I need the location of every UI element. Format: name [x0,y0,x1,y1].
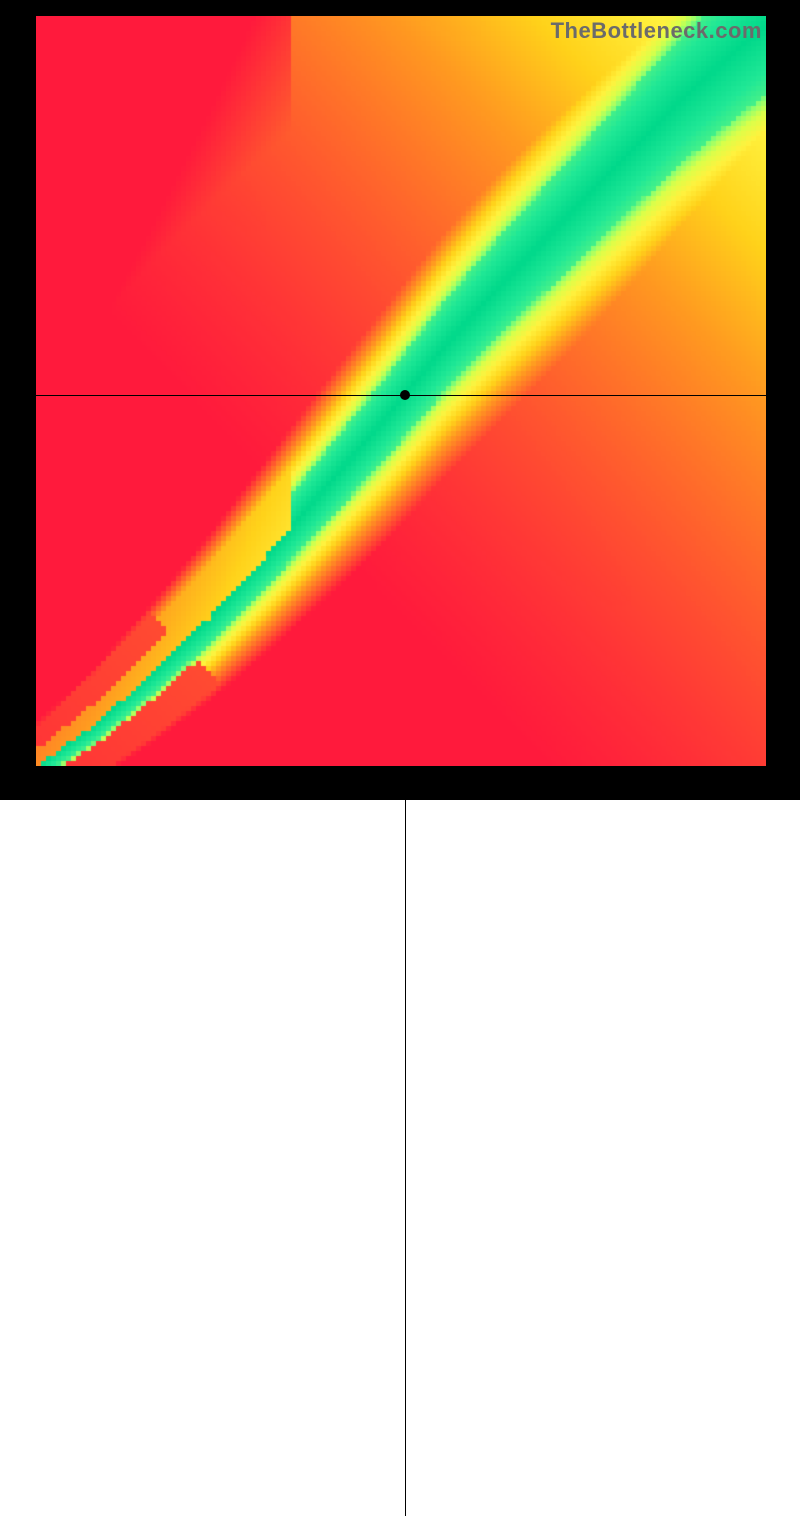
watermark-text: TheBottleneck.com [551,18,762,44]
chart-container: TheBottleneck.com [0,0,800,800]
crosshair-vertical [405,766,406,1516]
heatmap-canvas [36,16,766,766]
plot-area [36,16,766,766]
